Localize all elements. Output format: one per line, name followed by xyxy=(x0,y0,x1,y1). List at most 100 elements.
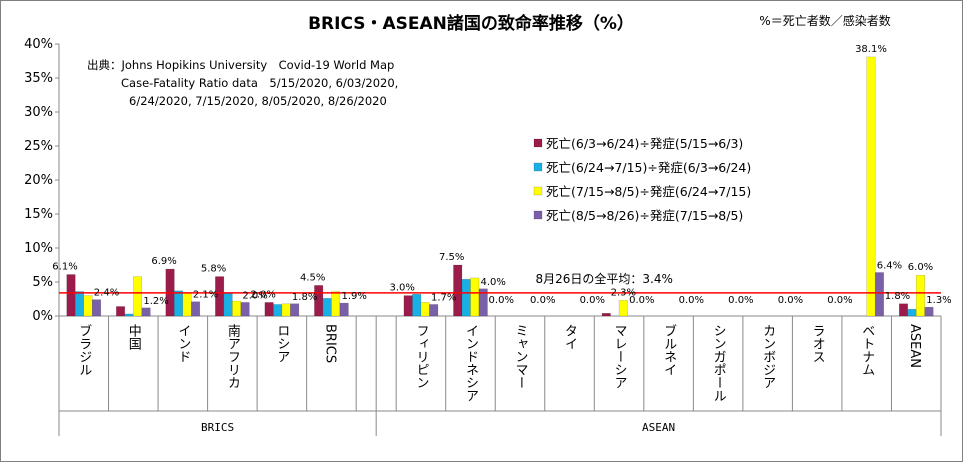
bar xyxy=(461,279,471,317)
chart-title: BRICS・ASEAN諸国の致命率推移（%） xyxy=(308,13,634,34)
bar xyxy=(232,300,242,317)
data-label: 5.8% xyxy=(201,264,226,275)
data-label: 0.0% xyxy=(728,295,753,306)
data-label: 0.0% xyxy=(827,295,852,306)
data-label: 1.8% xyxy=(292,292,317,303)
data-label: 3.0% xyxy=(389,283,414,294)
data-label: 0.0% xyxy=(489,295,514,306)
category-label: カンボジア xyxy=(760,324,775,389)
category-label: ミャンマー xyxy=(513,324,528,389)
data-label: 4.0% xyxy=(481,277,506,288)
legend-swatch xyxy=(533,162,543,172)
data-label: 6.1% xyxy=(52,262,77,273)
bar xyxy=(898,303,908,317)
bar xyxy=(75,291,85,317)
data-label: 0.0% xyxy=(580,295,605,306)
bar xyxy=(66,274,76,317)
bar xyxy=(601,313,611,317)
category-label: シンガポール xyxy=(711,324,726,402)
y-tick-label: 0% xyxy=(32,309,53,324)
bar xyxy=(412,293,422,317)
legend-entry: 死亡(8/5→8/26)÷発症(7/15→8/5) xyxy=(546,208,743,223)
y-tick-label: 40% xyxy=(24,37,53,52)
category-labels: ブラジル 中国 インド 南アフリカ ロシア BRICS フィリピン インドネシア ミャンマー タイ… xyxy=(76,323,922,402)
bar xyxy=(618,300,628,317)
legend-swatch xyxy=(533,186,543,196)
data-label: 1.9% xyxy=(341,291,366,302)
data-label: 6.9% xyxy=(151,256,176,267)
bar xyxy=(191,301,201,317)
bar xyxy=(133,276,143,317)
category-label: BRICS xyxy=(322,324,337,363)
data-label: 2.0% xyxy=(242,290,267,301)
data-label: 0.0% xyxy=(778,295,803,306)
bar xyxy=(866,56,876,317)
bar xyxy=(116,306,126,317)
y-tick-label: 35% xyxy=(24,71,53,86)
category-label: ロシア xyxy=(274,324,289,363)
bar xyxy=(174,290,184,317)
bar xyxy=(907,308,917,317)
group-label: BRICS xyxy=(201,421,234,434)
bar xyxy=(874,272,884,317)
source-line-1: 出典：Johns Hopikins University Covid-19 Wo… xyxy=(87,58,394,72)
bar xyxy=(290,303,300,317)
bar xyxy=(915,274,925,317)
legend-swatch xyxy=(533,138,543,148)
category-label: フィリピン xyxy=(413,324,428,389)
bar xyxy=(223,293,233,317)
data-label: 0.0% xyxy=(629,295,654,306)
bar xyxy=(339,302,349,317)
category-label: インドネシア xyxy=(463,324,478,402)
source-line-3: 6/24/2020, 7/15/2020, 8/05/2020, 8/26/20… xyxy=(129,94,387,108)
y-tick-label: 5% xyxy=(32,275,53,290)
reference-line-label: 8月26日の全平均：3.4% xyxy=(535,271,672,286)
category-label: ブラジル xyxy=(76,323,91,376)
data-label: 6.4% xyxy=(877,260,902,271)
bar xyxy=(924,306,934,317)
bar xyxy=(322,298,332,317)
data-label: 4.5% xyxy=(300,272,325,283)
y-tick-label: 15% xyxy=(24,207,53,222)
category-label: ブルネイ xyxy=(661,323,676,376)
legend-swatch xyxy=(533,210,543,220)
data-label: 1.7% xyxy=(431,292,456,303)
data-label: 0.0% xyxy=(530,295,555,306)
data-label: 2.4% xyxy=(94,288,119,299)
y-tick-label: 30% xyxy=(24,105,53,120)
bar xyxy=(420,302,430,317)
bar xyxy=(273,304,283,317)
bar xyxy=(331,291,341,317)
bar xyxy=(429,304,439,317)
formula-note: %＝死亡者数／感染者数 xyxy=(759,13,890,28)
bar xyxy=(240,302,250,317)
data-label: 6.0% xyxy=(908,262,933,273)
y-tick-label: 10% xyxy=(24,241,53,256)
source-line-2: Case-Fatality Ratio data 5/15/2020, 6/03… xyxy=(121,76,398,90)
y-tick-label: 20% xyxy=(24,173,53,188)
category-label: タイ xyxy=(562,324,577,350)
axes: 0% 5% 10% 15% 20% 25% 30% 35% 40% BRICS ASEAN xyxy=(24,37,942,436)
bar xyxy=(403,295,413,317)
bar xyxy=(124,313,134,317)
reference-line-group: 8月26日の全平均：3.4% xyxy=(59,271,941,294)
legend: 死亡(6/3→6/24)÷発症(5/15→6/3) 死亡(6/24→7/15)÷発… xyxy=(533,136,751,223)
category-label: 南アフリカ xyxy=(225,323,241,389)
bar xyxy=(478,288,488,317)
data-label: 2.1% xyxy=(193,290,218,301)
bar xyxy=(264,302,274,317)
legend-entry: 死亡(7/15→8/5)÷発症(6/24→7/15) xyxy=(546,184,751,199)
data-labels: 6.1% 2.4% 1.2% 6.9% 2.1% 5.8% 2.0%2.0% 1.8% 4.5%… xyxy=(52,44,951,307)
group-label: ASEAN xyxy=(642,421,675,434)
bar xyxy=(83,295,93,317)
bar xyxy=(92,299,102,317)
data-label: 0.0% xyxy=(679,295,704,306)
category-label: ラオス xyxy=(810,324,825,363)
bar xyxy=(281,303,291,317)
data-label: 1.3% xyxy=(926,295,951,306)
legend-entry: 死亡(6/24→7/15)÷発症(6/3→6/24) xyxy=(546,160,751,175)
data-label: 1.2% xyxy=(143,296,168,307)
category-label: マレーシア xyxy=(612,324,627,389)
